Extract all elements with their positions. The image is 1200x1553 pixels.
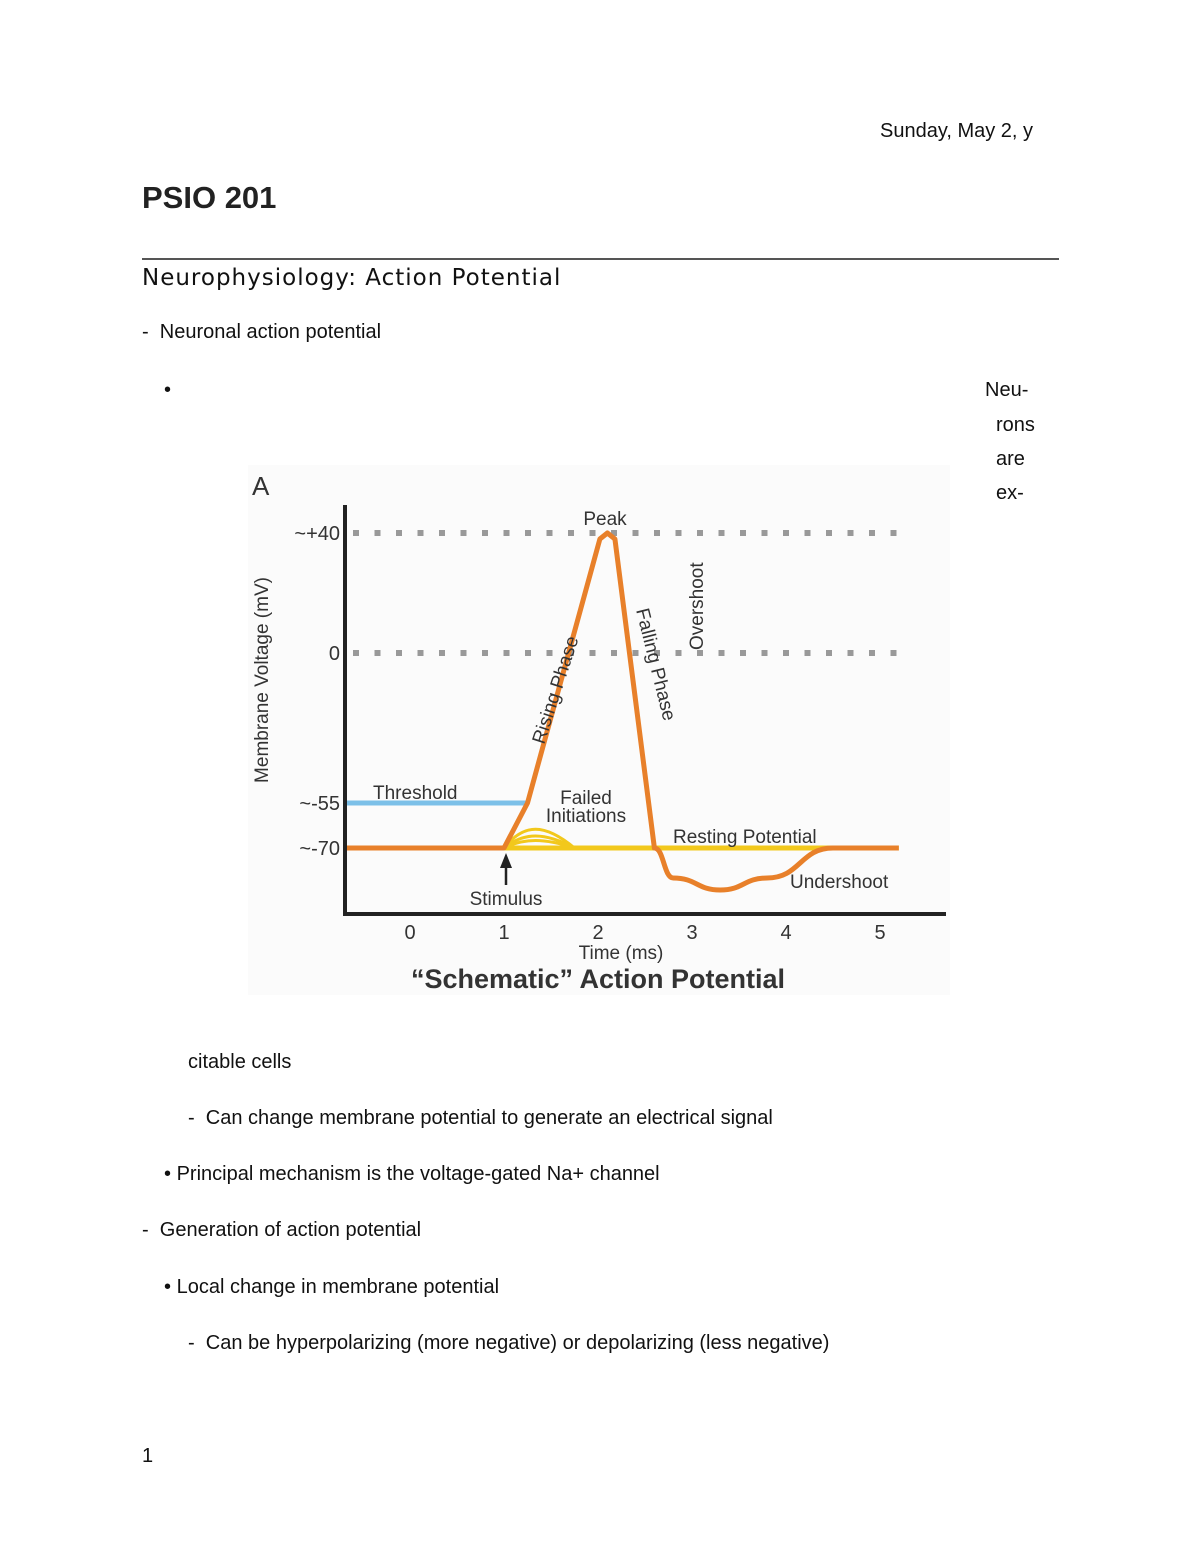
side-word: ex- bbox=[996, 482, 1024, 504]
gridline-dot bbox=[525, 650, 531, 656]
gridline-dot bbox=[353, 530, 359, 536]
threshold-label: Threshold bbox=[373, 783, 458, 804]
gridline-dot bbox=[417, 650, 424, 656]
x-tick-label: 5 bbox=[874, 922, 885, 944]
gridline-dot bbox=[460, 650, 467, 656]
gridline-dot bbox=[482, 650, 488, 656]
rising-phase-label: Rising Phase bbox=[529, 634, 584, 747]
x-tick-label: 2 bbox=[592, 922, 603, 944]
gridline-dot bbox=[718, 650, 725, 656]
divider bbox=[142, 258, 1059, 260]
section-heading: Neurophysiology: Action Potential bbox=[142, 265, 562, 291]
gridline-dot bbox=[890, 650, 897, 656]
gridline-dot bbox=[374, 650, 381, 656]
list-item: - Can be hyperpolarizing (more negative)… bbox=[188, 1332, 830, 1354]
gridline-dot bbox=[783, 650, 789, 656]
gridline-dot bbox=[804, 530, 811, 536]
gridline-dot bbox=[439, 650, 445, 656]
peak-label: Peak bbox=[583, 509, 627, 530]
side-word: Neu- bbox=[985, 379, 1029, 401]
gridline-dot bbox=[697, 650, 703, 656]
undershoot-label: Undershoot bbox=[790, 872, 889, 893]
gridline-dot bbox=[804, 650, 811, 656]
gridline-dot bbox=[697, 530, 703, 536]
gridline-dot bbox=[718, 530, 725, 536]
resting-potential-label: Resting Potential bbox=[673, 827, 817, 848]
gridline-dot bbox=[632, 530, 639, 536]
gridline-dot bbox=[611, 650, 617, 656]
gridline-dot bbox=[675, 530, 682, 536]
overshoot-label: Overshoot bbox=[687, 562, 708, 650]
y-tick-label: ~-70 bbox=[299, 838, 340, 860]
y-tick-label: ~+40 bbox=[294, 523, 340, 545]
gridline-dot bbox=[869, 650, 875, 656]
failed-initiation-curve bbox=[503, 839, 575, 850]
gridline-dot bbox=[890, 530, 897, 536]
gridline-dot bbox=[847, 530, 854, 536]
x-tick-label: 3 bbox=[686, 922, 697, 944]
gridline-dot bbox=[761, 650, 768, 656]
gridline-dot bbox=[589, 530, 596, 536]
gridline-dot bbox=[847, 650, 854, 656]
gridline-dot bbox=[525, 530, 531, 536]
gridline-dot bbox=[417, 530, 424, 536]
side-word: are bbox=[996, 448, 1025, 470]
stimulus-label: Stimulus bbox=[470, 889, 543, 910]
x-tick-label: 4 bbox=[780, 922, 791, 944]
action-potential-line bbox=[344, 530, 899, 893]
y-axis-label: Membrane Voltage (mV) bbox=[252, 577, 273, 783]
gridline-dot bbox=[374, 530, 381, 536]
x-tick-label: 0 bbox=[404, 922, 415, 944]
panel-label: A bbox=[252, 471, 270, 501]
x-axis-label: Time (ms) bbox=[579, 943, 664, 964]
gridline-dot bbox=[589, 650, 596, 656]
gridline-dot bbox=[783, 530, 789, 536]
gridline-dot bbox=[396, 530, 402, 536]
date-header: Sunday, May 2, y bbox=[880, 120, 1034, 142]
bullet-marker: • bbox=[164, 379, 172, 401]
gridline-dot bbox=[826, 530, 832, 536]
gridline-dot bbox=[439, 530, 445, 536]
y-tick-label: ~-55 bbox=[299, 793, 340, 815]
gridline-dot bbox=[503, 530, 510, 536]
gridline-dot bbox=[353, 650, 359, 656]
gridline-dot bbox=[740, 650, 746, 656]
stimulus-arrow-icon bbox=[500, 853, 512, 885]
action-potential-chart: A ~+40 0 ~-55 ~-70 0 1 2 3 4 5 Membrane Voltage … bbox=[252, 471, 946, 994]
failed-initiations-label: Failed Initiations bbox=[546, 788, 626, 827]
page-number: 1 bbox=[142, 1445, 154, 1467]
y-tick-label: 0 bbox=[329, 643, 340, 665]
gridline-dot bbox=[654, 650, 660, 656]
gridline-dot bbox=[503, 650, 510, 656]
gridline-dot bbox=[761, 530, 768, 536]
gridline-dot bbox=[611, 530, 617, 536]
list-item: - Neuronal action potential bbox=[142, 321, 382, 343]
gridline-dot bbox=[546, 650, 553, 656]
gridline-dot bbox=[546, 530, 553, 536]
gridline-dot bbox=[460, 530, 467, 536]
side-word: rons bbox=[996, 414, 1035, 436]
gridline-dot bbox=[396, 650, 402, 656]
list-item: - Generation of action potential bbox=[142, 1219, 422, 1241]
gridline-dot bbox=[740, 530, 746, 536]
x-tick-label: 1 bbox=[498, 922, 509, 944]
gridline-dot bbox=[654, 530, 660, 536]
gridline-dot bbox=[869, 530, 875, 536]
gridline-dot bbox=[482, 530, 488, 536]
gridline-dot bbox=[568, 530, 574, 536]
action-potential-figure: A ~+40 0 ~-55 ~-70 0 1 2 3 4 5 Membrane Voltage … bbox=[248, 465, 950, 995]
list-item-continuation: citable cells bbox=[188, 1051, 292, 1073]
list-item: - Can change membrane potential to gener… bbox=[188, 1107, 773, 1129]
list-item: • Local change in membrane potential bbox=[164, 1276, 500, 1298]
list-item: • Principal mechanism is the voltage-gat… bbox=[164, 1163, 660, 1185]
gridline-dot bbox=[632, 650, 639, 656]
chart-title: “Schematic” Action Potential bbox=[411, 964, 785, 994]
gridline-dot bbox=[826, 650, 832, 656]
course-title: PSIO 201 bbox=[142, 180, 277, 215]
gridline-dot bbox=[675, 650, 682, 656]
